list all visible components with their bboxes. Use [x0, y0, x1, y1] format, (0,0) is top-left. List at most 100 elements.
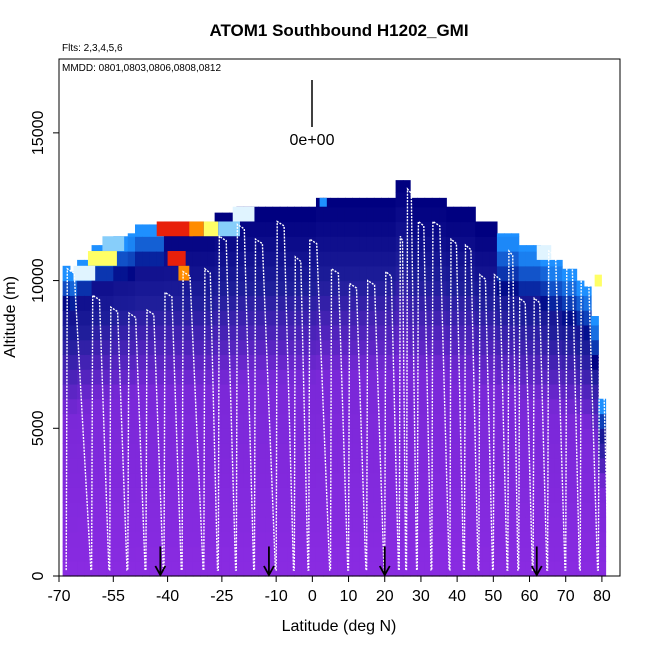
heatmap-cell	[583, 487, 592, 503]
heatmap-cell	[163, 339, 172, 356]
heatmap-cell	[504, 561, 513, 577]
x-tick-label: 10	[340, 588, 358, 605]
x-tick-label: 20	[376, 588, 394, 605]
heatmap-cell	[576, 295, 585, 311]
heatmap-cell	[221, 413, 230, 429]
heatmap-cell	[431, 221, 440, 237]
heatmap-cell	[460, 457, 469, 474]
heatmap-column	[540, 251, 549, 577]
heatmap-hotspot	[232, 206, 255, 222]
heatmap-cell	[489, 221, 498, 237]
heatmap-cell	[431, 428, 440, 444]
heatmap-cell	[352, 206, 361, 223]
heatmap-cell	[439, 354, 447, 370]
heatmap-cell	[272, 339, 281, 356]
heatmap-cell	[591, 487, 599, 503]
heatmap-column	[373, 197, 382, 577]
heatmap-cell	[221, 280, 230, 296]
heatmap-cell	[540, 531, 549, 548]
y-tick-label: 5000	[30, 410, 47, 446]
heatmap-cell	[352, 310, 361, 326]
heatmap-cell	[250, 280, 259, 296]
heatmap-cell	[91, 472, 100, 488]
heatmap-cell	[171, 339, 180, 356]
heatmap-cell	[388, 531, 397, 548]
heatmap-cell	[279, 324, 288, 341]
heatmap-cell	[207, 561, 216, 577]
chart-title: ATOM1 Southbound H1202_GMI	[209, 21, 468, 40]
heatmap-cell	[518, 531, 527, 548]
heatmap-cell	[496, 457, 505, 474]
heatmap-cell	[163, 280, 172, 296]
heatmap-cell	[120, 428, 129, 444]
heatmap-cell	[323, 398, 332, 415]
heatmap-column	[591, 316, 599, 577]
heatmap-cell	[373, 531, 382, 548]
heatmap-cell	[294, 531, 303, 548]
x-tick: 80	[593, 576, 611, 605]
heatmap-cell	[359, 324, 368, 341]
heatmap-cell	[98, 428, 107, 444]
heatmap-cell	[214, 413, 223, 429]
heatmap-cell	[424, 295, 433, 311]
heatmap-cell	[287, 443, 295, 459]
heatmap-cell	[301, 561, 310, 577]
x-tick: 30	[412, 576, 430, 605]
heatmap-cell	[337, 487, 346, 503]
heatmap-cell	[98, 546, 107, 562]
heatmap-cell	[359, 457, 368, 474]
heatmap-cell	[149, 310, 158, 326]
heatmap-cell	[424, 561, 433, 577]
heatmap-cell	[337, 398, 346, 415]
heatmap-cell	[91, 354, 100, 370]
heatmap-cell	[323, 236, 332, 252]
heatmap-column	[113, 236, 122, 577]
heatmap-cell	[84, 531, 93, 548]
heatmap-column	[518, 245, 527, 577]
heatmap-cell	[569, 324, 578, 341]
heatmap-cell	[236, 457, 245, 474]
heatmap-cell	[453, 516, 462, 533]
heatmap-cell	[149, 383, 158, 400]
heatmap-cell	[373, 295, 382, 311]
heatmap-cell	[388, 561, 397, 577]
heatmap-cell	[106, 457, 114, 474]
heatmap-cell	[475, 236, 484, 252]
y-tick: 15000	[30, 111, 59, 155]
heatmap-cell	[279, 457, 288, 474]
heatmap-cell	[294, 339, 303, 356]
heatmap-cell	[424, 206, 433, 223]
heatmap-cell	[388, 265, 397, 282]
heatmap-cell	[120, 236, 129, 252]
x-tick-label: -40	[156, 588, 179, 605]
heatmap-column	[301, 206, 310, 577]
heatmap-cell	[496, 369, 505, 385]
heatmap-cell	[287, 354, 295, 370]
heatmap-cell	[439, 197, 447, 208]
heatmap-cell	[77, 428, 85, 444]
heatmap-cell	[294, 310, 303, 326]
heatmap-cell	[265, 443, 274, 459]
heatmap-cell	[84, 398, 93, 415]
heatmap-cell	[106, 295, 114, 311]
heatmap-hotspot	[218, 221, 240, 237]
heatmap-cell	[192, 502, 201, 518]
heatmap-cell	[171, 487, 180, 503]
heatmap-cell	[308, 443, 317, 459]
heatmap-cell	[591, 369, 599, 385]
heatmap-cell	[525, 310, 534, 326]
heatmap-cell	[185, 443, 194, 459]
heatmap-cell	[301, 443, 310, 459]
heatmap-cell	[583, 413, 592, 429]
heatmap-cell	[344, 487, 353, 503]
heatmap-cell	[467, 236, 476, 252]
heatmap-cell	[511, 354, 520, 370]
heatmap-cell	[569, 354, 578, 370]
heatmap-cell	[496, 443, 505, 459]
heatmap-cell	[366, 310, 375, 326]
heatmap-cell	[294, 324, 303, 341]
heatmap-cell	[554, 265, 563, 282]
heatmap-cell	[547, 398, 556, 415]
heatmap-cell	[265, 221, 274, 237]
